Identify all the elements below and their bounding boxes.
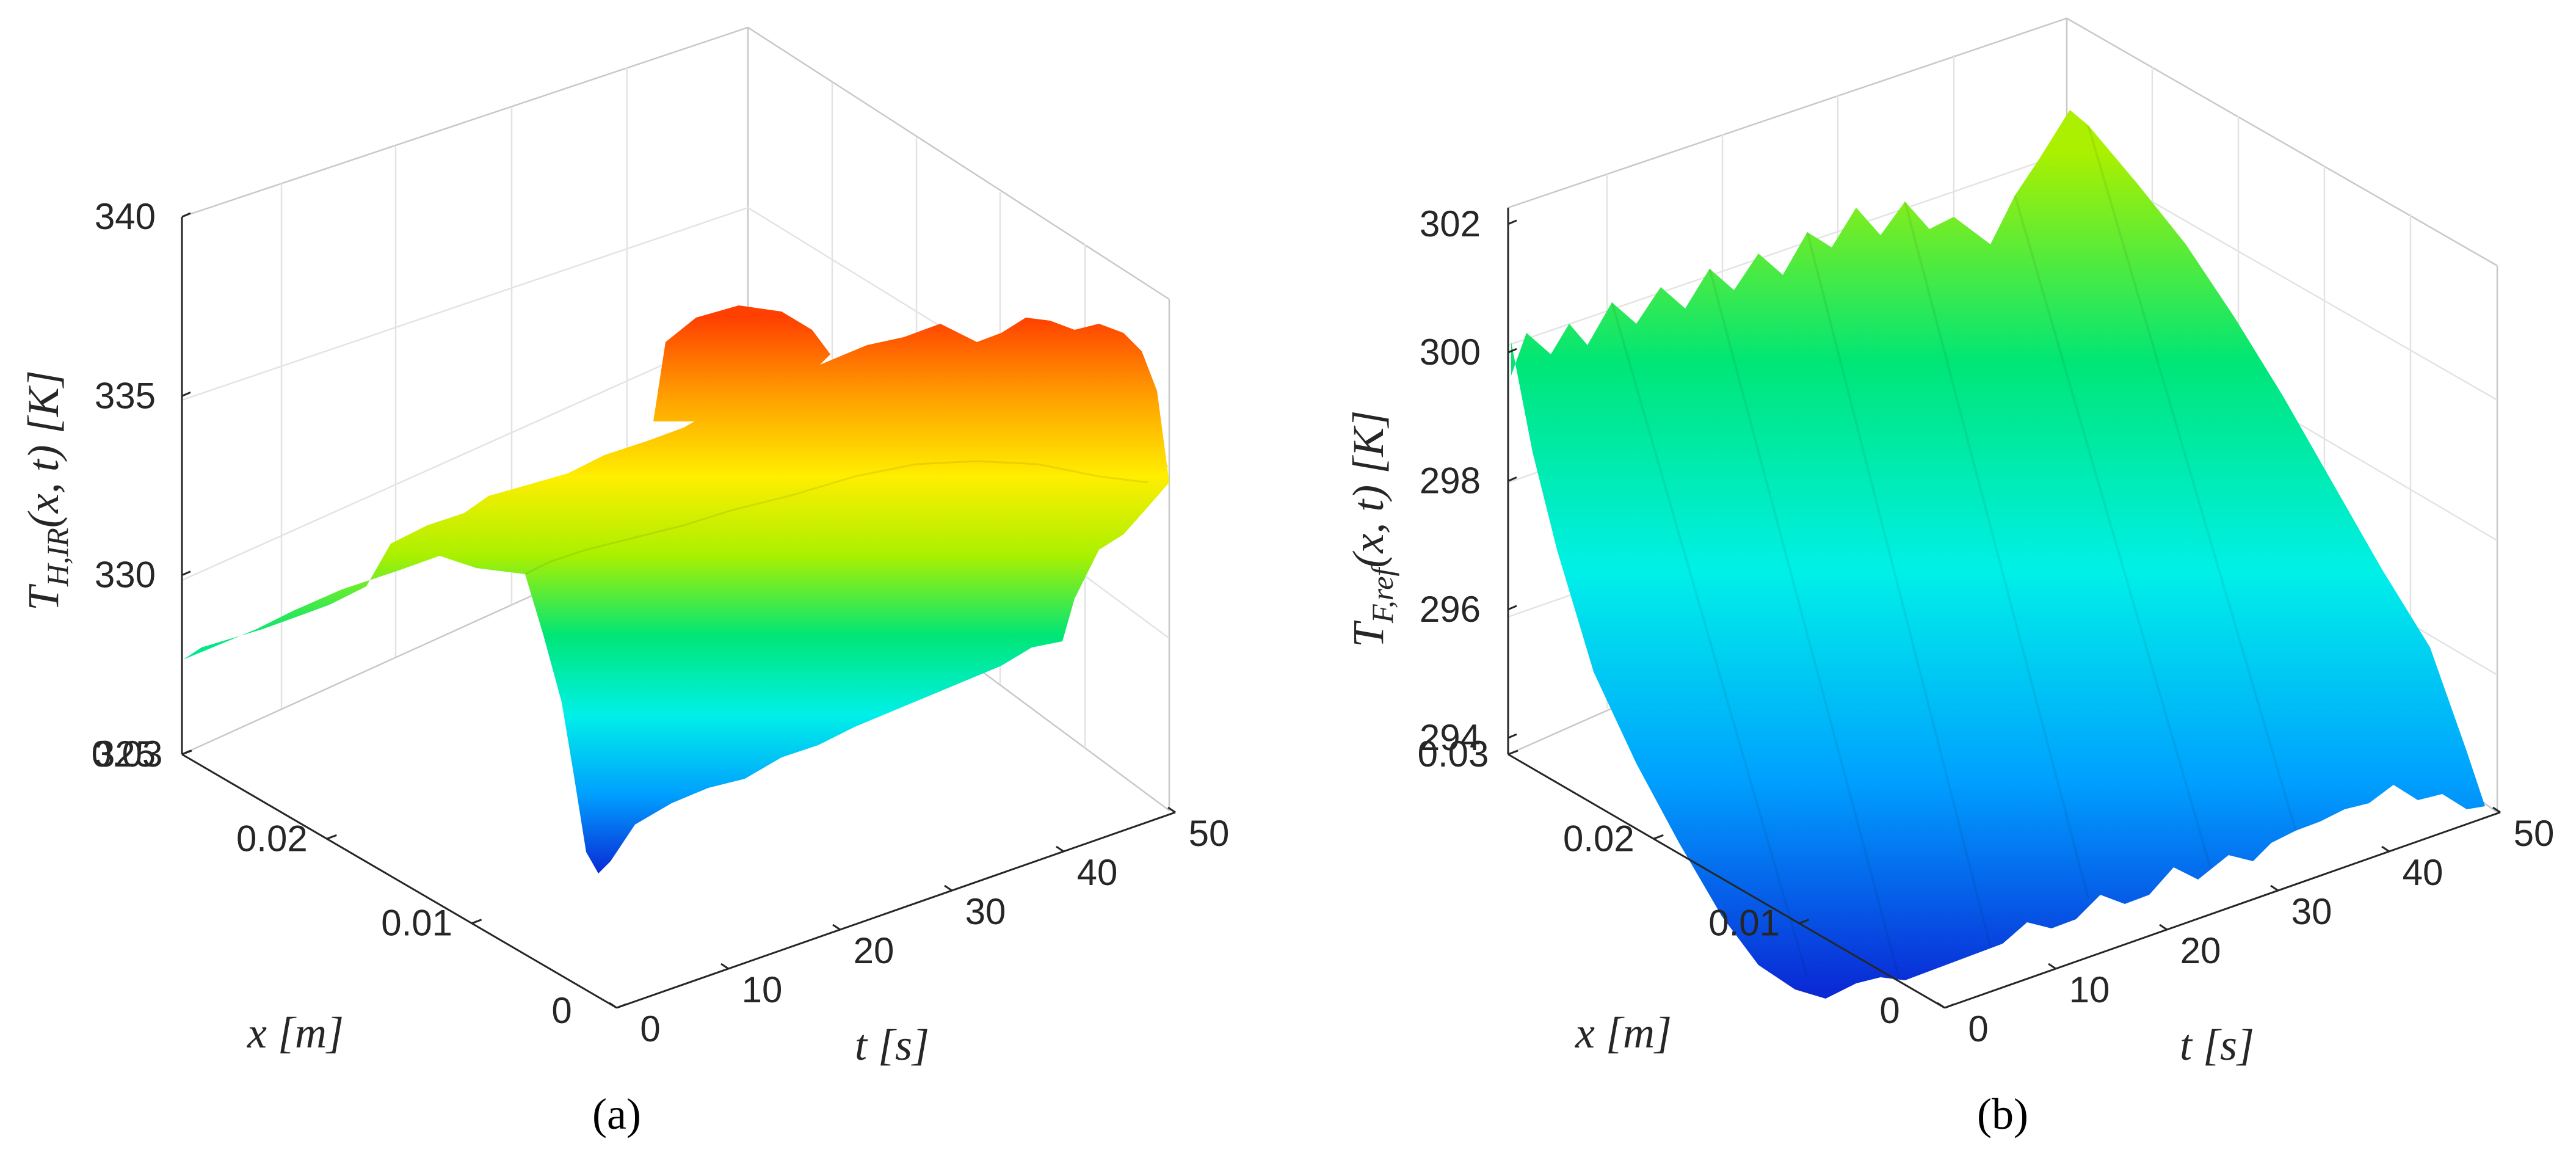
chart-b-z-tick-label-1: 296 bbox=[1420, 589, 1481, 630]
chart-a-z-tick-3 bbox=[181, 212, 191, 218]
chart-b-x-tick-label-1: 0.01 bbox=[1708, 903, 1780, 944]
chart-a: 325 330 335 340 0 0.01 0.02 0.03 0 10 20 30 40 50 TH,… bbox=[19, 26, 1230, 1139]
chart-b-t-tick-label-3: 30 bbox=[2291, 891, 2332, 932]
chart-a-t-tick-1 bbox=[720, 963, 729, 970]
chart-b-xlabel: x [m] bbox=[1575, 1008, 1672, 1057]
chart-a-t-tick-label-2: 20 bbox=[854, 930, 894, 971]
chart-a-surface-edge bbox=[524, 460, 1148, 575]
chart-a-surface bbox=[183, 305, 1169, 873]
chart-a-x-tick-3 bbox=[181, 749, 192, 756]
chart-b-z-tick-0 bbox=[1508, 733, 1517, 739]
chart-a-x-tick-1 bbox=[471, 919, 482, 925]
chart-a-x-tick-2 bbox=[326, 834, 337, 840]
chart-b-zlabel: TF,ref(x, t) [K] bbox=[1344, 410, 1399, 647]
chart-a-z-tick-1 bbox=[181, 570, 191, 577]
chart-a-x-tick-label-3: 0.03 bbox=[92, 734, 163, 774]
chart-a-t-tick-2 bbox=[832, 924, 841, 931]
chart-a-t-tick-label-0: 0 bbox=[640, 1008, 660, 1049]
chart-a-t-tick-label-5: 50 bbox=[1189, 813, 1230, 854]
chart-a-xlabel: x [m] bbox=[247, 1008, 344, 1057]
chart-a-box bbox=[181, 26, 1170, 812]
chart-b-t-tick-5 bbox=[2492, 806, 2501, 814]
chart-b-zlabel-sub: F,ref bbox=[1365, 564, 1399, 624]
chart-a-z-tick-label-0: 325 bbox=[95, 734, 156, 774]
chart-b-z-tick-label-4: 302 bbox=[1420, 203, 1481, 244]
chart-a-zlabel-main: T bbox=[19, 583, 68, 611]
chart-b-t-tick-4 bbox=[2381, 845, 2390, 853]
chart-b-x-tick-label-0: 0 bbox=[1879, 990, 1899, 1031]
chart-b-x-tick-0 bbox=[1944, 1003, 1955, 1009]
chart-a-z-tick-label-3: 340 bbox=[95, 196, 156, 237]
chart-b-surface bbox=[1511, 110, 2485, 999]
chart-a-t-tick-label-4: 40 bbox=[1077, 852, 1118, 893]
chart-b-surface-main bbox=[1511, 110, 2485, 999]
chart-b-tlabel: t [s] bbox=[2180, 1021, 2254, 1069]
chart-a-x-tick-label-2: 0.02 bbox=[236, 818, 308, 859]
chart-b-z-tick-4 bbox=[1508, 219, 1517, 225]
chart-b-z-tick-label-0: 294 bbox=[1420, 717, 1481, 758]
chart-b-z-tick-2 bbox=[1508, 476, 1517, 482]
chart-a-t-tick-label-3: 30 bbox=[965, 891, 1006, 932]
chart-b-zlabel-main: T bbox=[1344, 620, 1393, 647]
chart-b-x-tick-1 bbox=[1799, 919, 1810, 925]
chart-a-t-tick-3 bbox=[944, 884, 952, 892]
chart-a-x-tick-label-0: 0 bbox=[551, 990, 571, 1031]
chart-b-t-tick-2 bbox=[2159, 924, 2168, 931]
chart-b-t-tick-3 bbox=[2270, 884, 2279, 892]
chart-a-surface-main bbox=[183, 318, 1169, 873]
chart-b-t-tick-1 bbox=[2048, 963, 2056, 970]
chart-b-t-tick-label-4: 40 bbox=[2403, 852, 2444, 893]
chart-b-zlabel-rest: (x, t) [K] bbox=[1344, 410, 1393, 568]
chart-a-zlabel-sub: H,IR bbox=[40, 528, 74, 587]
chart-b-t-tick-label-1: 10 bbox=[2069, 969, 2110, 1010]
chart-a-zlabel-rest: (x, t) [K] bbox=[19, 370, 68, 528]
chart-b-t-tick-label-2: 20 bbox=[2180, 930, 2221, 971]
chart-a-zlabel: TH,IR(x, t) [K] bbox=[19, 370, 74, 611]
chart-b-caption: (b) bbox=[1977, 1090, 2028, 1139]
chart-b-z-tick-label-3: 300 bbox=[1420, 332, 1481, 373]
chart-b-z-tick-3 bbox=[1508, 348, 1517, 354]
chart-a-caption: (a) bbox=[592, 1090, 641, 1139]
chart-a-tlabel: t [s] bbox=[855, 1021, 929, 1069]
chart-b-z-tick-label-2: 298 bbox=[1420, 461, 1481, 501]
chart-b-x-tick-3 bbox=[1508, 749, 1518, 756]
chart-a-t-tick-0 bbox=[609, 1002, 617, 1009]
chart-a-ticks: 325 330 335 340 0 0.01 0.02 0.03 0 10 20 30 40 50 bbox=[92, 196, 1230, 1049]
chart-a-x-tick-0 bbox=[616, 1003, 627, 1009]
chart-b-t-tick-label-5: 50 bbox=[2514, 813, 2555, 854]
chart-b-surface-ripples bbox=[1611, 125, 2297, 978]
chart-b: 29429629830030200.010.020.0301020304050 … bbox=[1344, 17, 2555, 1139]
chart-b-ticks: 294 296 298 300 302 0 0.01 0.02 0.03 0 10 20 30 40 50 bbox=[1418, 203, 2555, 1049]
chart-a-axes bbox=[181, 217, 1176, 1009]
chart-b-t-tick-label-0: 0 bbox=[1968, 1008, 1988, 1049]
svg-text:TF,ref(x, t) [K]: TF,ref(x, t) [K] bbox=[1344, 410, 1399, 647]
chart-b-x-tick-label-2: 0.02 bbox=[1563, 818, 1634, 859]
chart-a-z-tick-2 bbox=[181, 391, 191, 397]
chart-a-t-tick-label-1: 10 bbox=[742, 969, 783, 1010]
svg-text:TH,IR(x, t) [K]: TH,IR(x, t) [K] bbox=[19, 370, 74, 611]
chart-b-x-tick-label-3: 0.03 bbox=[1418, 734, 1489, 774]
chart-a-t-tick-5 bbox=[1167, 806, 1176, 814]
chart-b-x-tick-2 bbox=[1653, 834, 1664, 840]
chart-a-z-tick-label-1: 330 bbox=[95, 555, 156, 596]
chart-a-t-tick-4 bbox=[1056, 845, 1064, 853]
chart-b-z-tick-1 bbox=[1508, 605, 1517, 611]
chart-a-z-tick-label-2: 335 bbox=[95, 375, 156, 416]
chart-b-t-tick-0 bbox=[1937, 1002, 1945, 1009]
chart-a-x-tick-label-1: 0.01 bbox=[381, 903, 452, 944]
